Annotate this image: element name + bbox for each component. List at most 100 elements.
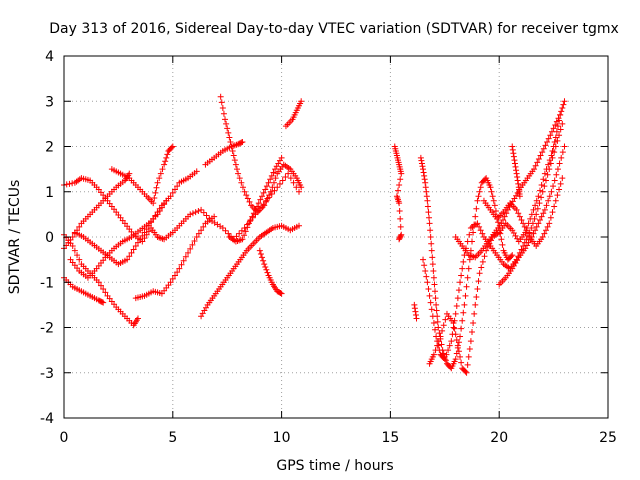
data-point xyxy=(471,310,478,317)
data-point xyxy=(458,359,465,366)
data-point xyxy=(187,211,194,218)
data-point xyxy=(174,269,181,276)
data-point xyxy=(470,229,477,236)
data-point xyxy=(498,220,505,227)
data-point xyxy=(261,261,268,268)
data-point xyxy=(550,125,557,132)
data-point xyxy=(559,105,566,112)
data-point xyxy=(484,244,491,251)
y-tick-label: -4 xyxy=(40,411,54,427)
data-point xyxy=(552,134,559,141)
data-point xyxy=(279,177,286,184)
data-point xyxy=(560,101,567,108)
data-point xyxy=(262,263,269,270)
data-point xyxy=(168,144,175,151)
data-point xyxy=(470,319,477,326)
data-point xyxy=(145,222,152,229)
data-point xyxy=(557,180,564,187)
data-point xyxy=(69,243,76,250)
grid-lines xyxy=(64,56,608,418)
data-point xyxy=(546,193,553,200)
data-point xyxy=(547,160,554,167)
data-point xyxy=(508,253,515,260)
data-point xyxy=(198,206,205,213)
data-point xyxy=(203,212,210,219)
data-point xyxy=(126,253,133,260)
data-point xyxy=(427,299,434,306)
data-point xyxy=(430,351,437,358)
data-point xyxy=(254,203,261,210)
data-point xyxy=(290,179,297,186)
data-point xyxy=(434,318,441,325)
data-point xyxy=(544,223,551,230)
data-point xyxy=(548,152,555,159)
data-point xyxy=(491,202,498,209)
data-point xyxy=(548,128,555,135)
data-point xyxy=(268,172,275,179)
data-point xyxy=(154,209,161,216)
data-point xyxy=(238,179,245,186)
data-point xyxy=(461,301,468,308)
data-point xyxy=(285,170,292,177)
data-points xyxy=(61,93,568,376)
data-point xyxy=(445,347,452,354)
data-point xyxy=(474,197,481,204)
data-point xyxy=(429,254,436,261)
data-point xyxy=(438,341,445,348)
data-point xyxy=(432,347,439,354)
data-point xyxy=(561,143,568,150)
data-point xyxy=(154,179,161,186)
data-point xyxy=(532,227,539,234)
data-point xyxy=(498,236,505,243)
y-tick-label: -2 xyxy=(40,321,54,337)
y-tick-label: 1 xyxy=(45,185,54,201)
data-point xyxy=(298,98,305,105)
data-point xyxy=(195,207,202,214)
data-point xyxy=(235,170,242,177)
data-point xyxy=(259,254,266,261)
data-point xyxy=(424,203,431,210)
data-point xyxy=(423,193,430,200)
data-point xyxy=(257,196,264,203)
data-point xyxy=(479,230,486,237)
data-point xyxy=(464,238,471,245)
data-point xyxy=(222,227,229,234)
data-point xyxy=(495,219,502,226)
data-point xyxy=(264,195,271,202)
data-point xyxy=(252,206,259,213)
data-point xyxy=(549,148,556,155)
data-point xyxy=(450,319,457,326)
data-point xyxy=(551,138,558,145)
data-point xyxy=(437,333,444,340)
data-point xyxy=(76,256,83,263)
data-point xyxy=(130,246,137,253)
y-tick-label: 4 xyxy=(45,49,54,65)
data-point xyxy=(530,206,537,213)
data-point xyxy=(167,193,174,200)
data-point xyxy=(551,177,558,184)
data-point xyxy=(518,217,525,224)
data-point xyxy=(515,180,522,187)
x-tick-label: 10 xyxy=(273,430,291,446)
data-point xyxy=(398,170,405,177)
data-point xyxy=(455,348,462,355)
data-point xyxy=(556,186,563,193)
data-point xyxy=(425,209,432,216)
data-point xyxy=(236,175,243,182)
data-point xyxy=(435,338,442,345)
data-point xyxy=(448,338,455,345)
data-point xyxy=(545,161,552,168)
data-point xyxy=(530,230,537,237)
data-point xyxy=(452,356,459,363)
data-point xyxy=(553,171,560,178)
data-point xyxy=(457,353,464,360)
data-point xyxy=(459,265,466,272)
series-6 xyxy=(108,143,176,207)
data-point xyxy=(200,209,207,216)
series-15 xyxy=(411,301,420,322)
data-point xyxy=(433,301,440,308)
data-point xyxy=(100,286,107,293)
data-point xyxy=(187,245,194,252)
data-point xyxy=(164,151,171,158)
